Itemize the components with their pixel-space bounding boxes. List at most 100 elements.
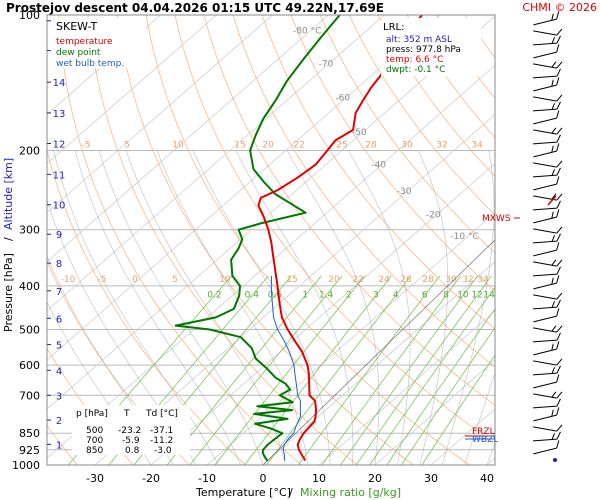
x-axis-mix-label: Mixing ratio [g/kg] bbox=[300, 486, 401, 499]
dry-adiabat-label-top: 15 bbox=[234, 140, 245, 150]
mixing-ratio-label: 12 bbox=[471, 290, 482, 300]
wind-barb-flag bbox=[556, 101, 561, 110]
wind-barb bbox=[533, 11, 560, 26]
isotherm-label: -30 bbox=[397, 187, 412, 197]
temperature-tick-label: -30 bbox=[86, 472, 104, 485]
x-axis-sep: / bbox=[289, 486, 293, 499]
dry-adiabat bbox=[174, 15, 495, 445]
moist-adiabat bbox=[53, 150, 219, 465]
mixing-ratio-line bbox=[298, 275, 441, 465]
wind-barb bbox=[533, 374, 560, 389]
wind-barb-shaft bbox=[532, 75, 558, 79]
moist-adiabat bbox=[192, 150, 331, 465]
wind-barb bbox=[533, 424, 563, 432]
mixing-ratio-line bbox=[244, 275, 392, 465]
wind-barb bbox=[532, 167, 561, 178]
wind-barb bbox=[533, 407, 560, 422]
isotherm bbox=[47, 64, 495, 459]
wind-barb-flag bbox=[556, 68, 561, 77]
mixing-ratio-label: 0.6 bbox=[268, 290, 283, 300]
moist-adiabat bbox=[98, 150, 264, 465]
table-row-850-td: -3.0 bbox=[154, 446, 172, 456]
wind-barb bbox=[533, 292, 563, 300]
wind-barb bbox=[532, 134, 561, 145]
wind-barb bbox=[533, 341, 560, 356]
wind-barb bbox=[532, 200, 561, 211]
wind-barb-flag bbox=[556, 110, 560, 119]
pressure-tick-label: 700 bbox=[19, 389, 40, 402]
temperature-tick-label: 0 bbox=[260, 472, 267, 485]
mixing-ratio-label: 10 bbox=[457, 290, 469, 300]
wind-barb-flag bbox=[556, 308, 560, 317]
wind-barb-flag bbox=[551, 193, 557, 200]
legend-temperature: temperature bbox=[56, 37, 113, 47]
wind-barb-shaft bbox=[532, 141, 558, 145]
table-header-p: p [hPa] bbox=[76, 409, 108, 419]
dry-adiabat bbox=[47, 149, 246, 465]
lrl-press: press: 977.8 hPa bbox=[386, 45, 461, 55]
wind-barb-flag bbox=[551, 325, 557, 332]
lrl-box bbox=[381, 18, 481, 76]
table-row-500-td: -37.1 bbox=[150, 426, 173, 436]
levels-table-box bbox=[72, 405, 190, 455]
dry-adiabat-label-top: 20 bbox=[262, 140, 274, 150]
wind-barb-flag bbox=[556, 365, 561, 374]
temperature-tick-label: -10 bbox=[198, 472, 216, 485]
dry-adiabat bbox=[232, 15, 495, 368]
dry-adiabat bbox=[290, 15, 495, 292]
y-axis-pres-label: Pressure [hPa] bbox=[2, 253, 15, 332]
altitude-tick-label: 11 bbox=[53, 170, 66, 181]
lrl-temp: temp: 6.6 °C bbox=[386, 55, 443, 65]
pressure-tick-label: 850 bbox=[19, 427, 40, 440]
wind-barb-shaft bbox=[532, 372, 558, 376]
wind-barb bbox=[533, 259, 563, 267]
altitude-tick-label: 7 bbox=[56, 287, 62, 298]
wind-barb bbox=[532, 35, 561, 46]
dry-adiabat bbox=[348, 15, 495, 216]
wind-barb-shaft bbox=[533, 327, 557, 333]
x-axis-temp-label: Temperature [°C] bbox=[195, 486, 291, 499]
dry-adiabat-label-top: 5 bbox=[124, 140, 130, 150]
moist-adiabat bbox=[348, 150, 411, 465]
dry-adiabat-label-top: 32 bbox=[436, 140, 447, 150]
mixing-ratio-line bbox=[340, 275, 478, 465]
table-row-500-t: -23.2 bbox=[118, 426, 141, 436]
dry-adiabat bbox=[87, 15, 358, 465]
dry-adiabat-label-mid: 26 bbox=[400, 275, 412, 285]
table-row-700-p: 700 bbox=[86, 436, 103, 446]
moist-adiabat bbox=[156, 150, 309, 465]
dry-adiabat-label-mid: 0 bbox=[132, 275, 138, 285]
altitude-tick-label: 4 bbox=[56, 366, 62, 377]
moist-adiabat bbox=[74, 150, 241, 465]
lrl-dwpt: dwpt: -0.1 °C bbox=[386, 65, 445, 75]
wind-barb-shaft bbox=[533, 96, 557, 102]
temperature-tick-label: -20 bbox=[142, 472, 160, 485]
wind-barb-flag bbox=[556, 233, 561, 242]
altitude-tick-label: 8 bbox=[56, 259, 62, 270]
isotherm bbox=[47, 15, 385, 312]
mixing-ratio-label: 0.4 bbox=[245, 290, 260, 300]
table-header-td: Td [°C] bbox=[145, 409, 178, 419]
wind-barb-flag bbox=[551, 145, 554, 153]
wind-barb-flag bbox=[556, 299, 561, 308]
isotherm bbox=[206, 212, 495, 465]
table-row-850-p: 850 bbox=[86, 446, 103, 456]
isotherm bbox=[47, 15, 441, 361]
mixing-ratio-label: 3 bbox=[373, 290, 379, 300]
mixing-ratio-line bbox=[214, 275, 366, 465]
wind-barb-flag bbox=[556, 35, 561, 44]
moist-adiabat bbox=[286, 150, 380, 465]
wind-barb-surface bbox=[553, 458, 557, 462]
wind-barb bbox=[532, 266, 561, 277]
isotherm bbox=[374, 359, 495, 465]
wind-barb-flag bbox=[556, 61, 563, 69]
dry-adiabat bbox=[47, 424, 78, 465]
lrl-info: LRL: alt: 352 m ASL press: 977.8 hPa tem… bbox=[381, 18, 481, 76]
mxws-label: MXWS bbox=[482, 214, 511, 224]
pressure-tick-label: 200 bbox=[19, 144, 40, 157]
wind-barb bbox=[533, 28, 563, 36]
wind-barb-flag bbox=[551, 301, 556, 308]
wind-barb-flag bbox=[551, 235, 556, 242]
dry-adiabat-label-top: 34 bbox=[471, 140, 483, 150]
